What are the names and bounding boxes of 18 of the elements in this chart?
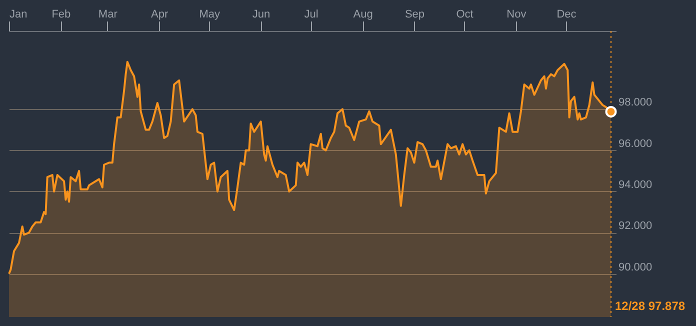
y-tick-label: 96.000 [618,138,652,150]
y-tick-label: 90.000 [618,261,652,274]
x-tick-label: Jun [252,8,270,20]
x-tick-label: Nov [506,8,527,20]
x-tick-label: Apr [151,8,168,20]
x-tick-label: May [199,8,220,20]
y-tick-label: 92.000 [618,220,652,232]
x-tick-label: Jul [304,8,318,20]
x-tick-label: Sep [404,8,425,20]
x-tick-label: Dec [556,8,577,20]
x-tick-label: Oct [456,8,474,20]
annotation: 12/28 97.878 [614,299,686,313]
x-tick-label: Feb [52,8,71,20]
y-tick-label: 98.000 [618,96,652,109]
y-tick-label: 94.000 [618,178,652,191]
x-tick-label: Jan [10,8,28,20]
x-tick-label: Mar [98,8,118,20]
x-tick-label: Aug [353,8,373,20]
